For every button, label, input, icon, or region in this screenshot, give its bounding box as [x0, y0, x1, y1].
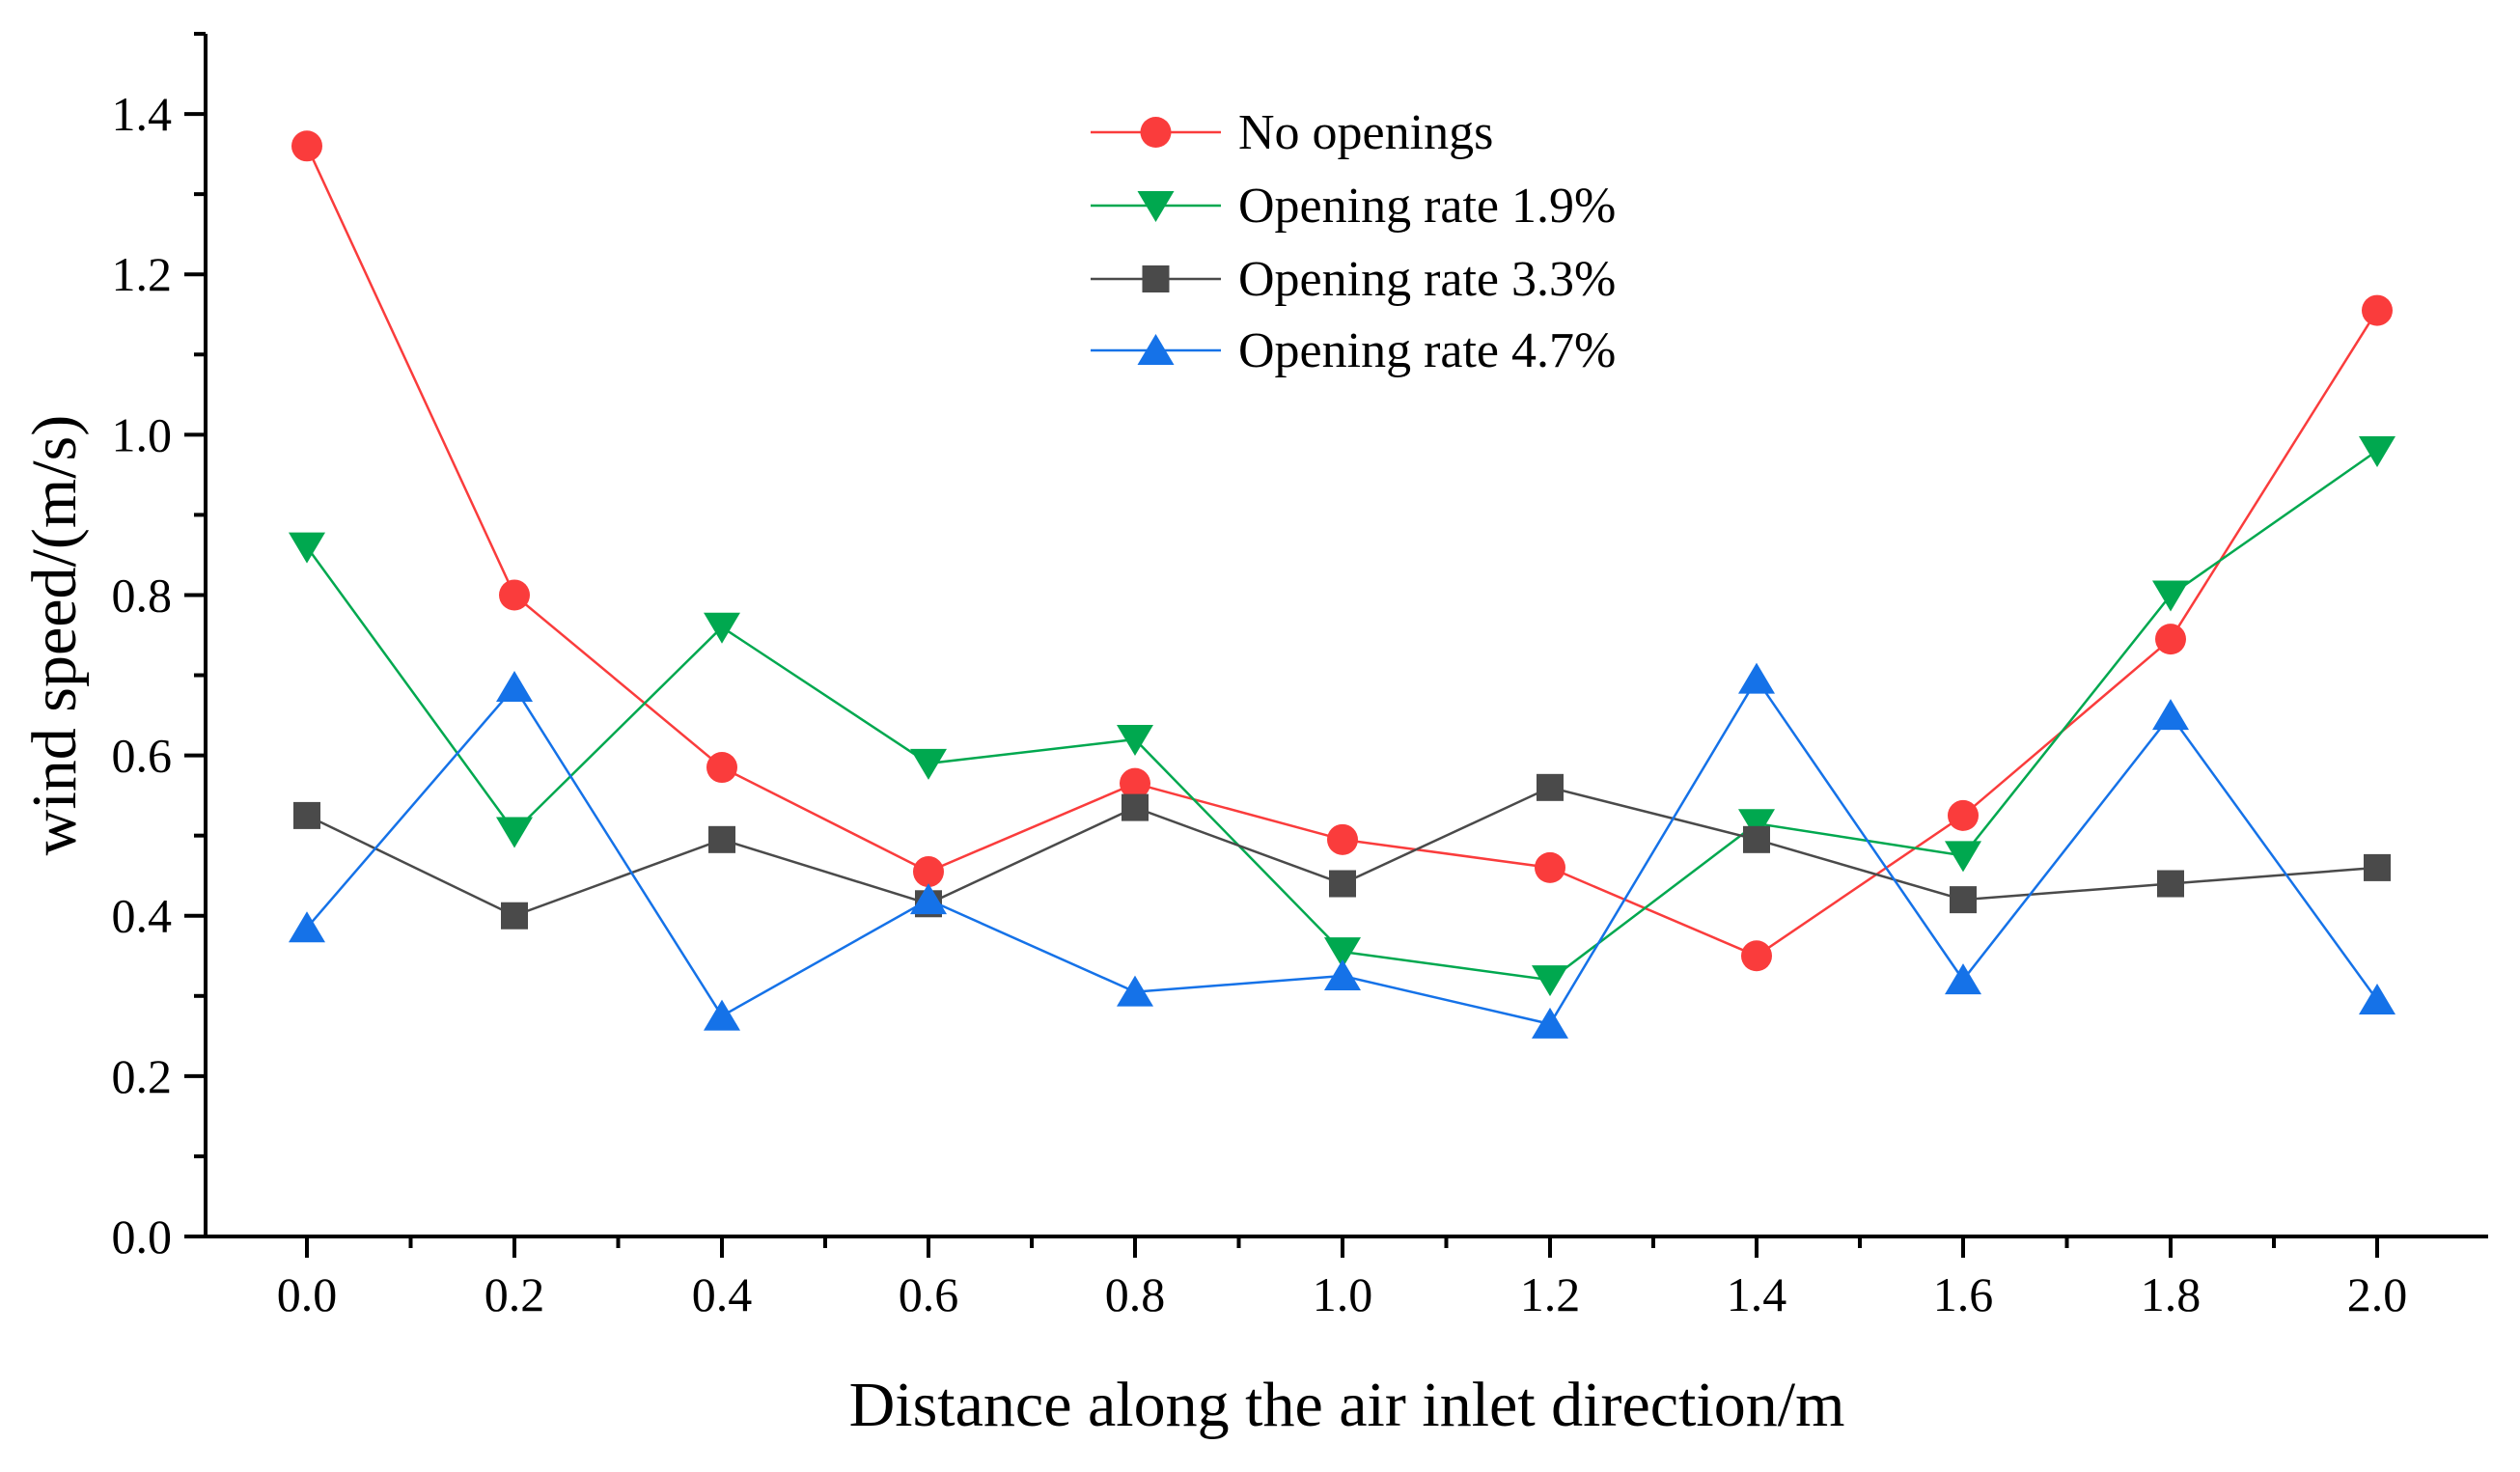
series-1-point	[2362, 294, 2393, 326]
series-1-point	[1741, 940, 1772, 972]
legend-item-2: Opening rate 1.9%	[1091, 179, 1616, 234]
series-2-point	[704, 612, 740, 644]
series-2-point	[1738, 809, 1775, 841]
legend-item-2-label: Opening rate 1.9%	[1238, 179, 1616, 234]
x-tick-label: 0.6	[899, 1267, 959, 1321]
series-3-point	[1950, 886, 1977, 914]
series-3-point	[1743, 825, 1770, 853]
series-2-point	[1945, 841, 1981, 873]
legend-item-2-marker	[1137, 191, 1175, 222]
series-1	[291, 130, 2393, 972]
x-tick-label: 1.6	[1933, 1267, 1994, 1321]
series-4-point	[1117, 975, 1153, 1007]
series-4-point	[2359, 983, 2395, 1014]
y-tick-label: 0.8	[112, 568, 173, 622]
series-2	[289, 435, 2395, 997]
series-2-point	[496, 817, 533, 848]
series-4-point	[704, 999, 740, 1031]
legend-item-4-label: Opening rate 4.7%	[1238, 323, 1616, 378]
series-1-point	[1120, 767, 1150, 799]
y-tick-label: 0.2	[112, 1049, 173, 1103]
series-2-point	[1117, 724, 1153, 756]
y-tick-label: 1.2	[112, 247, 173, 301]
axes: 0.0 0.2 0.4 0.6 0.8 1.0 1.2 1.4 0.0 0.2 0.4 0.6 0.8 1…	[112, 32, 2488, 1321]
series-3-point	[1537, 773, 1564, 801]
legend-item-1: No openings	[1091, 105, 1493, 160]
legend-item-3-label: Opening rate 3.3%	[1238, 252, 1616, 307]
x-tick-label: 1.8	[2141, 1267, 2202, 1321]
x-tick-label: 2.0	[2347, 1267, 2408, 1321]
series-4-point	[1945, 963, 1981, 995]
x-tick-label: 1.0	[1313, 1267, 1373, 1321]
series-1-point	[1948, 799, 1979, 831]
legend: No openings Opening rate 1.9% Opening rate…	[1091, 105, 1616, 378]
x-tick-label: 0.4	[692, 1267, 753, 1321]
y-tick-label: 0.4	[112, 889, 173, 943]
legend-item-4-marker	[1137, 334, 1175, 365]
series-4-point	[289, 911, 325, 943]
series-2-point	[1324, 937, 1361, 969]
series-3-point	[293, 801, 320, 829]
series-3-point	[708, 825, 735, 853]
series-1-point	[2155, 624, 2186, 655]
series-1-point	[913, 856, 944, 888]
x-tick-label: 0.2	[485, 1267, 545, 1321]
x-tick-label: 1.4	[1727, 1267, 1787, 1321]
y-tick-label: 1.4	[112, 87, 173, 141]
x-tick-label: 1.2	[1520, 1267, 1581, 1321]
legend-item-3-marker	[1142, 265, 1170, 292]
series-3-point	[1122, 793, 1149, 821]
y-axis-title: wind speed/(m/s)	[19, 415, 90, 855]
legend-item-3: Opening rate 3.3%	[1091, 252, 1616, 307]
legend-item-4: Opening rate 4.7%	[1091, 323, 1616, 378]
legend-item-1-marker	[1140, 117, 1172, 148]
legend-item-1-label: No openings	[1238, 105, 1493, 160]
x-axis-title: Distance along the air inlet direction/m	[849, 1370, 1845, 1440]
series-4-point	[1532, 1007, 1568, 1039]
series-4-point	[910, 883, 947, 915]
series-2-point	[1532, 965, 1568, 997]
series-1-point	[706, 752, 737, 784]
series-1-point	[1535, 851, 1565, 883]
series-4-point	[2152, 699, 2189, 731]
series-3-point	[1329, 870, 1356, 898]
series-1-point	[1327, 823, 1358, 855]
series-layer	[289, 130, 2395, 1039]
series-4-point	[496, 670, 533, 702]
series-3-point	[501, 902, 528, 930]
series-1-point	[291, 130, 322, 162]
series-2-point	[910, 748, 947, 780]
x-tick-label: 0.0	[277, 1267, 338, 1321]
series-2-point	[289, 532, 325, 564]
series-4-point	[1738, 662, 1775, 694]
series-2-point	[2359, 435, 2395, 467]
series-2-point	[2152, 580, 2189, 612]
y-tick-label: 0.0	[112, 1209, 173, 1264]
series-1-point	[499, 579, 530, 611]
series-3-point	[2157, 870, 2184, 898]
y-tick-label: 0.6	[112, 729, 173, 783]
series-4-point	[1324, 959, 1361, 991]
series-3-point	[2364, 853, 2391, 881]
series-4	[289, 662, 2395, 1039]
series-2-line	[305, 449, 2378, 982]
x-tick-label: 0.8	[1105, 1267, 1166, 1321]
y-tick-label: 1.0	[112, 407, 173, 461]
